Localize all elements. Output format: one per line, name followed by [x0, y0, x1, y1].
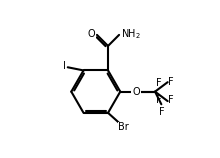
Text: Br: Br [118, 122, 129, 132]
Text: F: F [159, 107, 164, 117]
Text: NH$_2$: NH$_2$ [121, 27, 141, 41]
Text: O: O [132, 87, 140, 97]
Text: I: I [63, 61, 66, 71]
Text: O: O [88, 29, 95, 39]
Text: F: F [169, 95, 174, 105]
Text: F: F [156, 95, 161, 105]
Text: F: F [169, 77, 174, 87]
Text: F: F [156, 79, 161, 88]
Text: O: O [132, 87, 140, 97]
